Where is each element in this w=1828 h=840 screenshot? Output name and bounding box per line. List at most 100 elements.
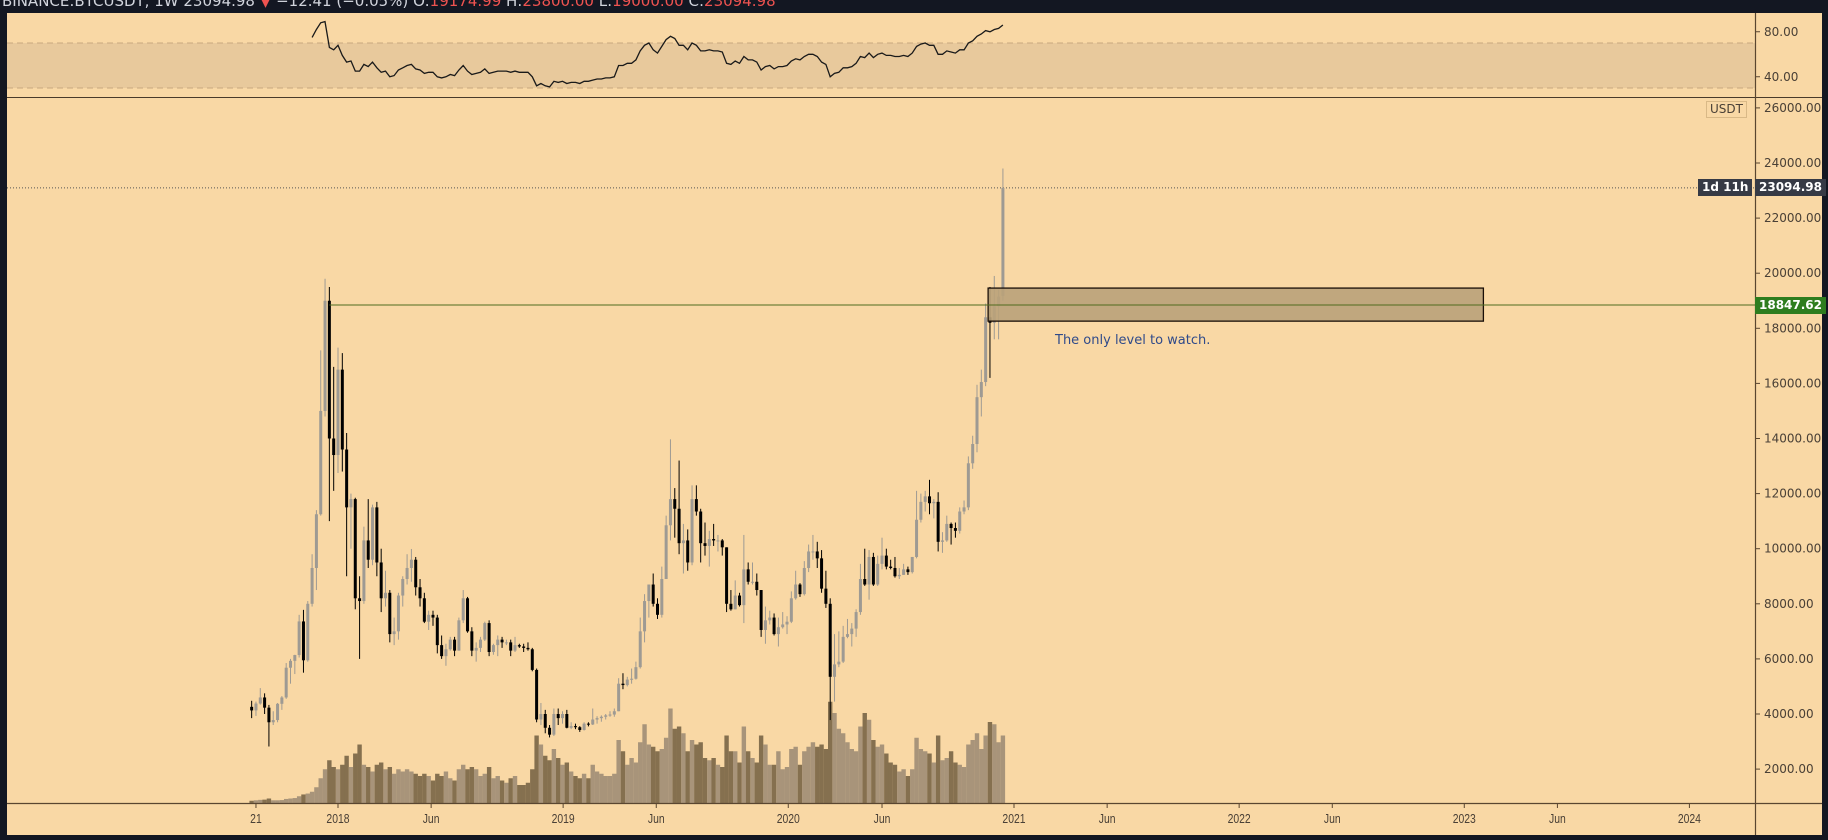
candle-body <box>781 624 785 628</box>
volume-bar <box>348 767 354 803</box>
candle-body <box>828 603 832 677</box>
candle-body <box>409 559 413 568</box>
volume-bar <box>754 762 760 803</box>
candle-body <box>543 714 547 728</box>
volume-bar <box>853 751 859 803</box>
volume-bar <box>875 746 880 803</box>
candle-body <box>634 667 638 679</box>
candle-body <box>694 499 698 512</box>
price-tick-label: 10000.00 <box>1764 542 1821 556</box>
candle-body <box>517 645 521 647</box>
candle-body <box>470 631 474 651</box>
volume-bar <box>296 796 302 803</box>
volume-bar <box>806 746 811 803</box>
volume-bar <box>478 776 483 803</box>
candle-body <box>595 718 599 720</box>
volume-bar <box>383 769 388 803</box>
volume-bar <box>465 769 470 803</box>
candle-body <box>578 727 582 730</box>
candle-body <box>535 669 539 720</box>
rsi-band <box>7 43 1755 88</box>
rsi-pane[interactable]: 80.00 40.00 <box>7 20 1798 89</box>
volume-bar <box>309 791 315 803</box>
candle-body <box>690 499 694 563</box>
volume-bar <box>694 744 699 803</box>
currency-label[interactable]: USDT <box>1706 101 1747 118</box>
volume-bar <box>530 769 535 803</box>
candle-body <box>604 715 608 717</box>
candle-body <box>379 562 383 599</box>
volume-bar <box>884 753 889 803</box>
time-tick-label: 2024 <box>1678 812 1702 826</box>
candle-body <box>660 579 664 615</box>
candle-body <box>707 539 711 546</box>
price-change: −12.41 (−0.05%) <box>276 0 409 10</box>
volume-bar <box>897 771 902 803</box>
candle-body <box>759 590 763 630</box>
candle-body <box>962 507 966 512</box>
volume-bar <box>400 771 405 803</box>
chart-annotation-text[interactable]: The only level to watch. <box>1055 333 1211 348</box>
volume-bar <box>970 740 975 803</box>
volume-bar <box>594 771 600 803</box>
time-tick-label: Jun <box>648 812 665 826</box>
candle-body <box>863 579 867 585</box>
candle-body <box>621 683 625 686</box>
volume-bar <box>750 758 755 803</box>
volume-bar <box>495 776 500 803</box>
price-axis[interactable]: 2000.00 4000.00 6000.00 8000.00 10000.00 1200… <box>1755 101 1821 776</box>
price-tick-label: 8000.00 <box>1764 597 1814 611</box>
price-tick-label: 20000.00 <box>1764 266 1821 280</box>
volume-bar <box>547 760 552 803</box>
candle-body <box>630 678 634 680</box>
volume-bar <box>361 764 367 803</box>
candle-body <box>353 499 357 599</box>
candle-body <box>332 438 336 456</box>
candle-body <box>444 649 448 657</box>
candle-body <box>457 620 461 651</box>
candle-body <box>513 645 517 651</box>
price-tick-label: 2000.00 <box>1764 762 1814 776</box>
symbol-label[interactable]: BINANCE:BTCUSDT, 1W <box>2 0 179 10</box>
volume-bar <box>780 769 785 803</box>
candle-body <box>755 581 759 591</box>
volume-bar <box>568 771 574 803</box>
candle-body <box>867 556 871 585</box>
volume-bar <box>366 767 371 803</box>
volume-bar <box>858 726 863 803</box>
candle-body <box>306 603 310 661</box>
volume-bar <box>331 767 336 803</box>
last-price: 23094.98 <box>183 0 255 10</box>
candle-body <box>254 703 258 711</box>
volume-bar <box>914 737 919 803</box>
candle-body <box>742 569 746 606</box>
candle-body <box>772 617 776 635</box>
candle-body <box>785 621 789 625</box>
time-tick-label: 2023 <box>1453 812 1477 826</box>
time-axis[interactable]: 21 2018 Jun 2019 Jun 2020 Jun 2021 Jun 2022 Jun 202… <box>250 803 1701 826</box>
volume-bar <box>305 793 310 803</box>
volume-bar <box>625 764 630 803</box>
volume-bar <box>866 719 872 803</box>
candle-body <box>474 647 478 651</box>
time-tick-label: 2019 <box>552 812 575 826</box>
volume-bar <box>901 769 906 803</box>
drawings[interactable] <box>329 287 1755 322</box>
volume-bar <box>944 758 949 803</box>
volume-bar <box>802 751 807 803</box>
candle-body <box>366 540 370 560</box>
volume-bar <box>448 778 453 803</box>
candle-body <box>375 507 379 563</box>
candle-body <box>422 598 426 622</box>
candle-body <box>738 595 742 606</box>
candle-body <box>789 598 793 622</box>
volume-bar <box>871 740 876 803</box>
volume-bar <box>763 744 768 803</box>
candle-body <box>301 621 305 661</box>
time-tick-label: Jun <box>874 812 891 826</box>
symbol-header: BINANCE:BTCUSDT, 1W 23094.98 ▼ −12.41 (−… <box>0 0 1828 13</box>
candle-body <box>720 540 724 548</box>
volume-bar <box>836 728 842 803</box>
volume-bar <box>789 749 794 803</box>
